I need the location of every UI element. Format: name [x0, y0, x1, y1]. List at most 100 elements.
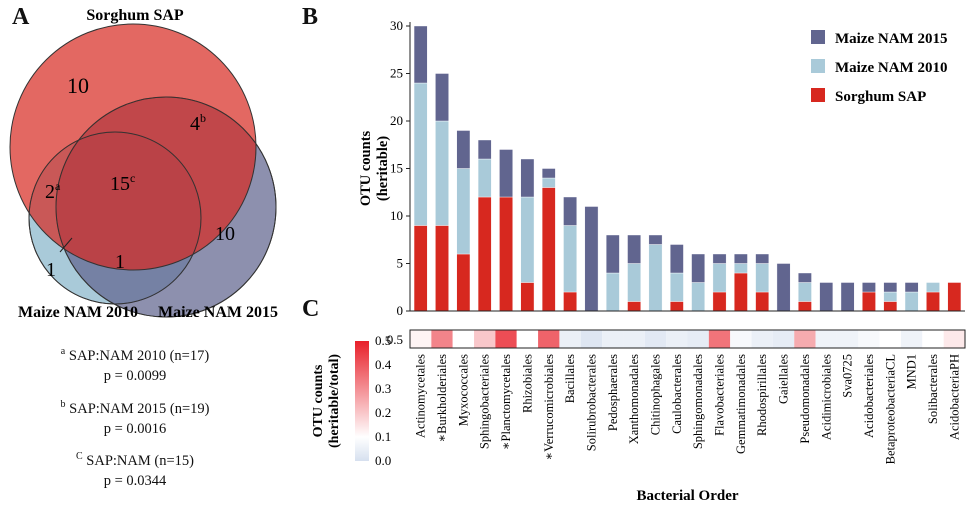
bar-segment-Rhodospirillales-1 — [755, 263, 770, 293]
bar-segment-Verrucomicrobiales-1 — [541, 177, 556, 188]
panel-letter-a: A — [12, 4, 30, 30]
bar-segment-Verrucomicrobiales-2 — [541, 168, 556, 179]
heatmap-cell-Verrucomicrobiales — [538, 330, 560, 348]
venn-count-sorghum-2010: 2a — [45, 179, 61, 203]
legend: Maize NAM 2015 Maize NAM 2010 Sorghum SAP — [811, 30, 947, 105]
bar-segment-Xanthomonadales-1 — [627, 263, 641, 302]
category-label-Acidimicrobiales: Acidimicrobiales — [819, 354, 833, 440]
heatmap-cell-Acidimicrobiales — [815, 330, 837, 348]
bar-segment-Flavobacteriales-1 — [712, 263, 727, 293]
venn-set-sorghum: Sorghum SAP — [86, 7, 184, 24]
footnote-c: C SAP:NAM (n=15) p = 0.0344 — [76, 451, 194, 489]
footnote-b: b SAP:NAM 2015 (n=19) p = 0.0016 — [60, 399, 210, 437]
bar-segment-Xanthomonadales-0 — [627, 301, 641, 312]
footnote-a: a SAP:NAM 2010 (n=17) p = 0.0099 — [60, 346, 210, 384]
venn-count-nam2010-2015: 1 — [115, 251, 125, 273]
panel-letter-c: C — [302, 296, 320, 322]
y-tick-label: 15 — [390, 161, 403, 176]
venn-outline-nam2015 — [55, 96, 277, 318]
legend-swatch — [811, 59, 825, 73]
bar-segment-Bacillales-2 — [563, 196, 577, 226]
bar-segment-Pseudomonadales-1 — [798, 282, 812, 302]
bar-segment-Acidobacteriales-2 — [862, 282, 876, 293]
bar-segment-Planctomycetales-2 — [499, 149, 513, 198]
bar-segment-Rhodospirillales-0 — [755, 291, 770, 312]
heatmap-cell-Burkholderiales — [431, 330, 453, 348]
bar-segment-Solibacterales-1 — [926, 282, 940, 293]
colorbar-tick: 0.5 — [375, 333, 391, 348]
heatmap-cell-Myxococcales — [452, 330, 475, 348]
bar-segment-Burkholderiales-0 — [435, 225, 449, 312]
panel-letter-b: B — [302, 4, 319, 30]
y-axis-title: OTU counts(heritable) — [358, 130, 391, 206]
venn-set-nam2015: Maize NAM 2015 — [158, 304, 278, 321]
bar-segment-Xanthomonadales-2 — [627, 234, 641, 264]
heatmap-row-tick: 0.5 — [387, 332, 403, 347]
category-label-Rhodospirillales: Rhodospirillales — [755, 354, 769, 436]
heatmap-cell-Sphingomonadales — [687, 330, 709, 348]
category-label-Acidobacteriales: Acidobacteriales — [862, 354, 876, 438]
category-label-BetaproteobacteriaCL: BetaproteobacteriaCL — [883, 354, 897, 464]
bar-segment-Acidimicrobiales-2 — [819, 282, 834, 312]
category-label-Sva0725: Sva0725 — [841, 354, 855, 398]
category-label-Planctomycetales: ∗Planctomycetales — [499, 354, 513, 450]
heatmap-cell-Planctomycetales — [495, 330, 517, 348]
heatmap-cell-Flavobacteriales — [708, 330, 731, 348]
stacked-bar-layer — [413, 25, 962, 312]
colorbar-tick: 0.4 — [375, 357, 392, 372]
colorbar — [355, 341, 369, 461]
heatmap-cell-Rhizobiales — [516, 330, 539, 348]
y-tick-label: 20 — [390, 113, 403, 128]
colorbar-tick: 0.2 — [375, 405, 391, 420]
category-label-Xanthomonadales: Xanthomonadales — [627, 354, 641, 444]
bar-segment-Pseudomonadales-0 — [798, 301, 812, 312]
bar-segment-Sphingomonadales-2 — [691, 253, 705, 283]
y-tick-label: 25 — [390, 66, 403, 81]
heatmap-layer: 0.50.5 0.4 0.3 0.2 0.1 0.0 OTU counts(heritabl… — [311, 329, 966, 468]
bar-segment-Rhizobiales-0 — [520, 282, 535, 312]
heatmap-cell-Solirubrobacterales — [580, 330, 603, 348]
heatmap-cell-Sva0725 — [836, 330, 859, 348]
category-label-Bacillales: Bacillales — [563, 354, 577, 403]
bar-segment-Pedosphaerales-1 — [605, 272, 620, 312]
venn-pointer-line — [59, 237, 73, 253]
bar-segment-Rhodospirillales-2 — [755, 253, 770, 264]
bar-segment-BetaproteobacteriaCL-0 — [883, 301, 898, 312]
bar-segment-BetaproteobacteriaCL-2 — [883, 282, 898, 293]
bar-segment-Solirubrobacterales-2 — [584, 206, 599, 312]
venn-count-nam2010-only: 1 — [46, 259, 56, 281]
bar-segment-Flavobacteriales-2 — [712, 253, 727, 264]
heatmap-cell-AcidobacteriaPH — [943, 330, 965, 348]
heatmap-cell-Rhodospirillales — [751, 330, 773, 348]
y-tick-label: 0 — [397, 303, 404, 318]
x-axis-title: Bacterial Order — [636, 488, 738, 504]
axis-layer: 0 5 10 15 20 25 30 OTU counts(heritable) Actinom… — [358, 18, 965, 504]
category-label-Gemmatimonadales: Gemmatimonadales — [734, 354, 748, 454]
bar-segment-Caulobacterales-2 — [670, 244, 684, 274]
category-label-Caulobacterales: Caulobacterales — [670, 354, 684, 434]
category-label-Sphingomonadales: Sphingomonadales — [691, 354, 705, 449]
bar-segment-Myxococcales-0 — [456, 253, 471, 312]
colorbar-tick: 0.0 — [375, 453, 391, 468]
venn-count-sorghum-only: 10 — [67, 73, 89, 98]
legend-label: Sorghum SAP — [835, 89, 926, 105]
category-label-Solibacterales: Solibacterales — [926, 354, 940, 424]
venn-count-all-three: 15c — [110, 171, 135, 195]
category-label-Rhizobiales: Rhizobiales — [520, 354, 534, 413]
y-tick-label: 10 — [390, 208, 403, 223]
bar-segment-Solibacterales-0 — [926, 291, 940, 312]
legend-swatch — [811, 88, 825, 102]
heatmap-cell-Pedosphaerales — [602, 330, 624, 348]
bar-segment-Chitinophagales-2 — [648, 234, 663, 245]
bar-segment-Sphingobacteriales-0 — [477, 196, 492, 312]
bar-segment-Burkholderiales-2 — [435, 73, 449, 122]
bar-segment-Myxococcales-1 — [456, 168, 471, 255]
category-label-Actinomycetales: Actinomycetales — [414, 354, 428, 438]
category-label-Sphingobacteriales: Sphingobacteriales — [478, 354, 492, 449]
category-label-Solirubrobacterales: Solirubrobacterales — [584, 354, 598, 451]
bar-segment-Sphingobacteriales-1 — [477, 158, 492, 198]
bar-segment-MND1-1 — [904, 291, 919, 312]
bar-segment-Caulobacterales-1 — [670, 272, 684, 302]
heatmap-frame — [409, 329, 966, 349]
colorbar-tick: 0.3 — [375, 381, 391, 396]
